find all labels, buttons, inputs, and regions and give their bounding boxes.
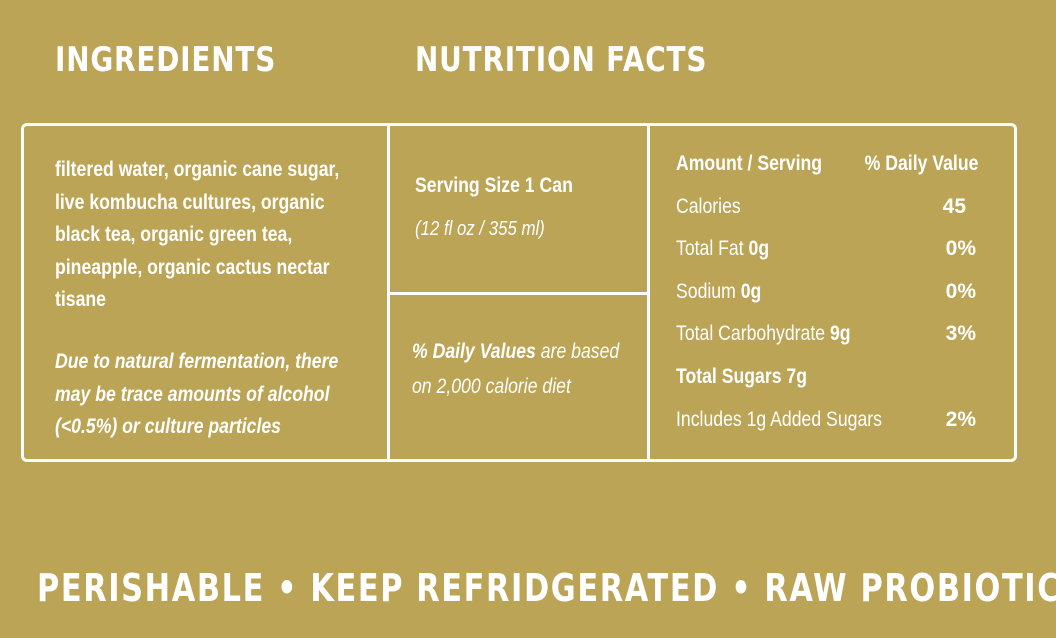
divider-vertical (387, 126, 390, 459)
total-sugars-label: Total Sugars 7g (676, 365, 808, 388)
sodium-dv: 0% (945, 280, 976, 303)
alcohol-note-line: may be trace amounts of alcohol (55, 382, 330, 406)
alcohol-note-line: Due to natural fermentation, there (55, 350, 339, 373)
total-carbohydrate-row: Total Carbohydrate 9g 3% (676, 322, 976, 352)
added-sugars-dv: 2% (945, 408, 976, 431)
total-fat-amount: 0g (748, 237, 770, 260)
daily-value-note-bold: % Daily Values (412, 340, 536, 363)
sodium-label: Sodium (676, 280, 741, 303)
ingredients-line: live kombucha cultures, organic (55, 190, 325, 214)
total-carbohydrate-label: Total Carbohydrate (676, 322, 830, 345)
serving-volume: (12 fl oz / 355 ml) (415, 218, 545, 240)
added-sugars-row: Includes 1g Added Sugars 2% (676, 408, 976, 438)
alcohol-note-line: (<0.5%) or culture particles (55, 415, 281, 438)
total-fat-dv: 0% (945, 237, 976, 260)
divider-horizontal (390, 292, 647, 295)
nutrition-header-row: Amount / Serving % Daily Value (676, 152, 978, 182)
total-fat-label: Total Fat (676, 237, 749, 260)
ingredients-list: filtered water, organic cane sugar, live… (55, 154, 393, 317)
serving-size: Serving Size 1 Can (415, 174, 573, 197)
ingredients-line: black tea, organic green tea, (55, 223, 293, 246)
daily-value-header: % Daily Value (864, 152, 978, 175)
calories-label: Calories (676, 195, 741, 218)
total-carbohydrate-amount: 9g (829, 322, 851, 345)
total-fat-row: Total Fat 0g 0% (676, 237, 976, 267)
daily-value-note-line2: on 2,000 calorie diet (412, 375, 571, 398)
added-sugars-label: Includes 1g Added Sugars (676, 408, 882, 431)
sodium-amount: 0g (740, 280, 762, 303)
total-sugars-row: Total Sugars 7g (676, 365, 976, 395)
ingredients-heading: INGREDIENTS (55, 40, 277, 80)
amount-serving-header: Amount / Serving (676, 152, 823, 175)
divider-vertical (647, 126, 650, 459)
total-carbohydrate-dv: 3% (945, 322, 976, 345)
calories-value: 45 (942, 195, 966, 218)
alcohol-note: Due to natural fermentation, there may b… (55, 346, 392, 444)
calories-row: Calories 45 (676, 195, 976, 225)
label-panel: filtered water, organic cane sugar, live… (21, 123, 1017, 462)
daily-value-note-rest: are based (535, 340, 620, 363)
storage-banner: PERISHABLE • KEEP REFRIDGERATED • RAW PR… (37, 566, 1056, 610)
sodium-row: Sodium 0g 0% (676, 280, 976, 310)
nutrition-facts-heading: NUTRITION FACTS (415, 40, 708, 80)
daily-value-note: % Daily Values are based on 2,000 calori… (412, 334, 659, 404)
ingredients-line: pineapple, organic cactus nectar (55, 255, 330, 279)
ingredients-line: tisane (55, 288, 106, 311)
ingredients-line: filtered water, organic cane sugar, (55, 158, 340, 181)
